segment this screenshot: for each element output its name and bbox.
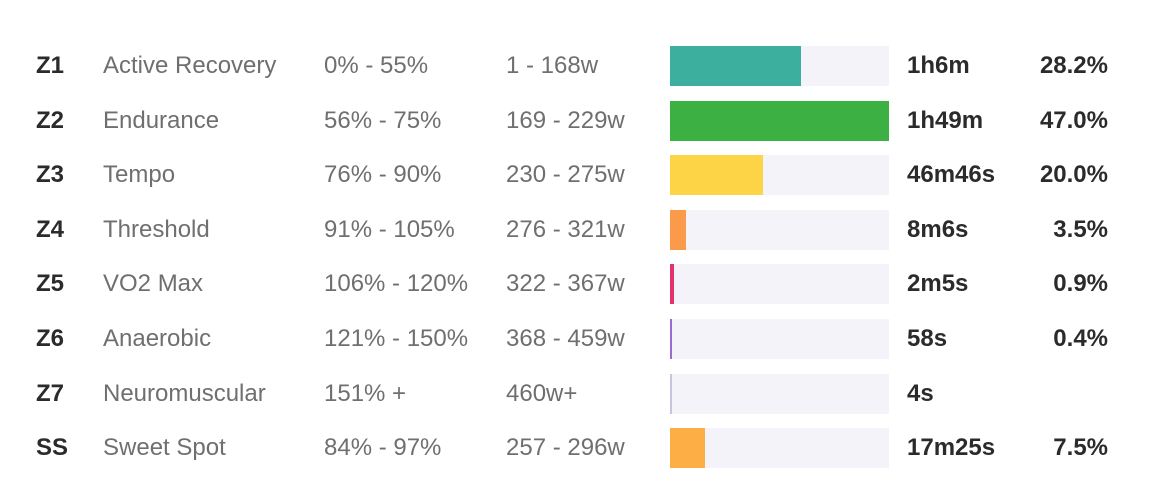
zone-bar-fill [670,46,801,86]
zone-share: 3.5% [1053,215,1108,243]
zone-watt-range: 230 - 275w [506,161,625,189]
zone-share: 28.2% [1039,52,1108,79]
zone-name: Active Recovery [103,52,277,79]
zone-bar-fill [670,264,674,305]
zone-code: Z3 [36,161,65,189]
zone-percent-range: 0% - 55% [324,52,429,79]
zone-name: Endurance [103,106,220,134]
zone-watt-range: 169 - 229w [506,106,625,134]
zone-watt-range: 368 - 459w [506,325,625,352]
zone-share: 0.4% [1053,325,1108,352]
zone-percent-range: 151% + [324,379,407,407]
zone-bar-track [670,428,889,469]
zone-bar-fill [670,209,686,250]
zone-row-ss: SS Sweet Spot 84% - 97% 257 - 296w 17m25… [0,421,1170,475]
zone-bar-track [670,373,889,414]
zone-bar-track [670,155,889,196]
zone-time: 2m5s [907,270,969,298]
zone-time: 46m46s [907,161,996,189]
zone-watt-range: 257 - 296w [506,434,625,462]
zone-time: 17m25s [907,434,996,462]
zone-bar-track [670,264,889,305]
zone-row-z3: Z3 Tempo 76% - 90% 230 - 275w 46m46s 20.… [0,148,1170,202]
zone-watt-range: 322 - 367w [506,270,625,298]
zone-code: Z5 [36,270,65,298]
zone-bar-fill [670,319,672,359]
zone-watt-range: 276 - 321w [506,215,625,243]
zone-share: 20.0% [1039,161,1108,189]
zone-percent-range: 91% - 105% [324,215,455,243]
zone-percent-range: 106% - 120% [324,270,469,298]
zone-watt-range: 1 - 168w [506,52,599,79]
zone-percent-range: 84% - 97% [324,434,442,462]
zone-name: Threshold [103,215,210,243]
zone-name: Anaerobic [103,325,212,352]
zone-code: SS [36,434,69,462]
zone-name: VO2 Max [103,270,204,298]
zone-bar-fill [670,373,672,414]
zone-time: 58s [907,325,948,352]
zone-bar-track [670,209,889,250]
zone-share: 0.9% [1053,270,1108,298]
zone-bar-fill [670,100,889,141]
zone-name: Sweet Spot [103,434,226,462]
zone-share [1010,367,1108,421]
zone-bar-track [670,100,889,141]
zone-row-z6: Z6 Anaerobic 121% - 150% 368 - 459w 58s … [0,312,1170,366]
zone-code: Z6 [36,325,65,352]
zone-row-z1: Z1 Active Recovery 0% - 55% 1 - 168w 1h6… [0,39,1170,93]
zone-watt-range: 460w+ [506,379,578,407]
zone-name: Neuromuscular [103,379,266,407]
zone-row-z7: Z7 Neuromuscular 151% + 460w+ 4s [0,367,1170,421]
zone-share: 7.5% [1053,434,1108,462]
zone-time: 1h49m [907,106,984,134]
zone-row-z2: Z2 Endurance 56% - 75% 169 - 229w 1h49m … [0,94,1170,148]
zone-code: Z7 [36,379,65,407]
zone-bar-fill [670,428,705,469]
zone-share: 47.0% [1039,106,1108,134]
zone-percent-range: 56% - 75% [324,106,442,134]
zone-time: 1h6m [907,52,970,79]
zone-code: Z2 [36,106,65,134]
zone-bar-fill [670,155,763,196]
zone-name: Tempo [103,161,176,189]
zone-code: Z4 [36,215,65,243]
zone-code: Z1 [36,52,65,79]
zone-bar-track [670,46,889,86]
zone-row-z4: Z4 Threshold 91% - 105% 276 - 321w 8m6s … [0,203,1170,257]
zone-row-z5: Z5 VO2 Max 106% - 120% 322 - 367w 2m5s 0… [0,257,1170,311]
zone-time: 4s [907,379,934,407]
zone-percent-range: 121% - 150% [324,325,469,352]
zone-time: 8m6s [907,215,969,243]
zone-percent-range: 76% - 90% [324,161,442,189]
zone-bar-track [670,319,889,359]
